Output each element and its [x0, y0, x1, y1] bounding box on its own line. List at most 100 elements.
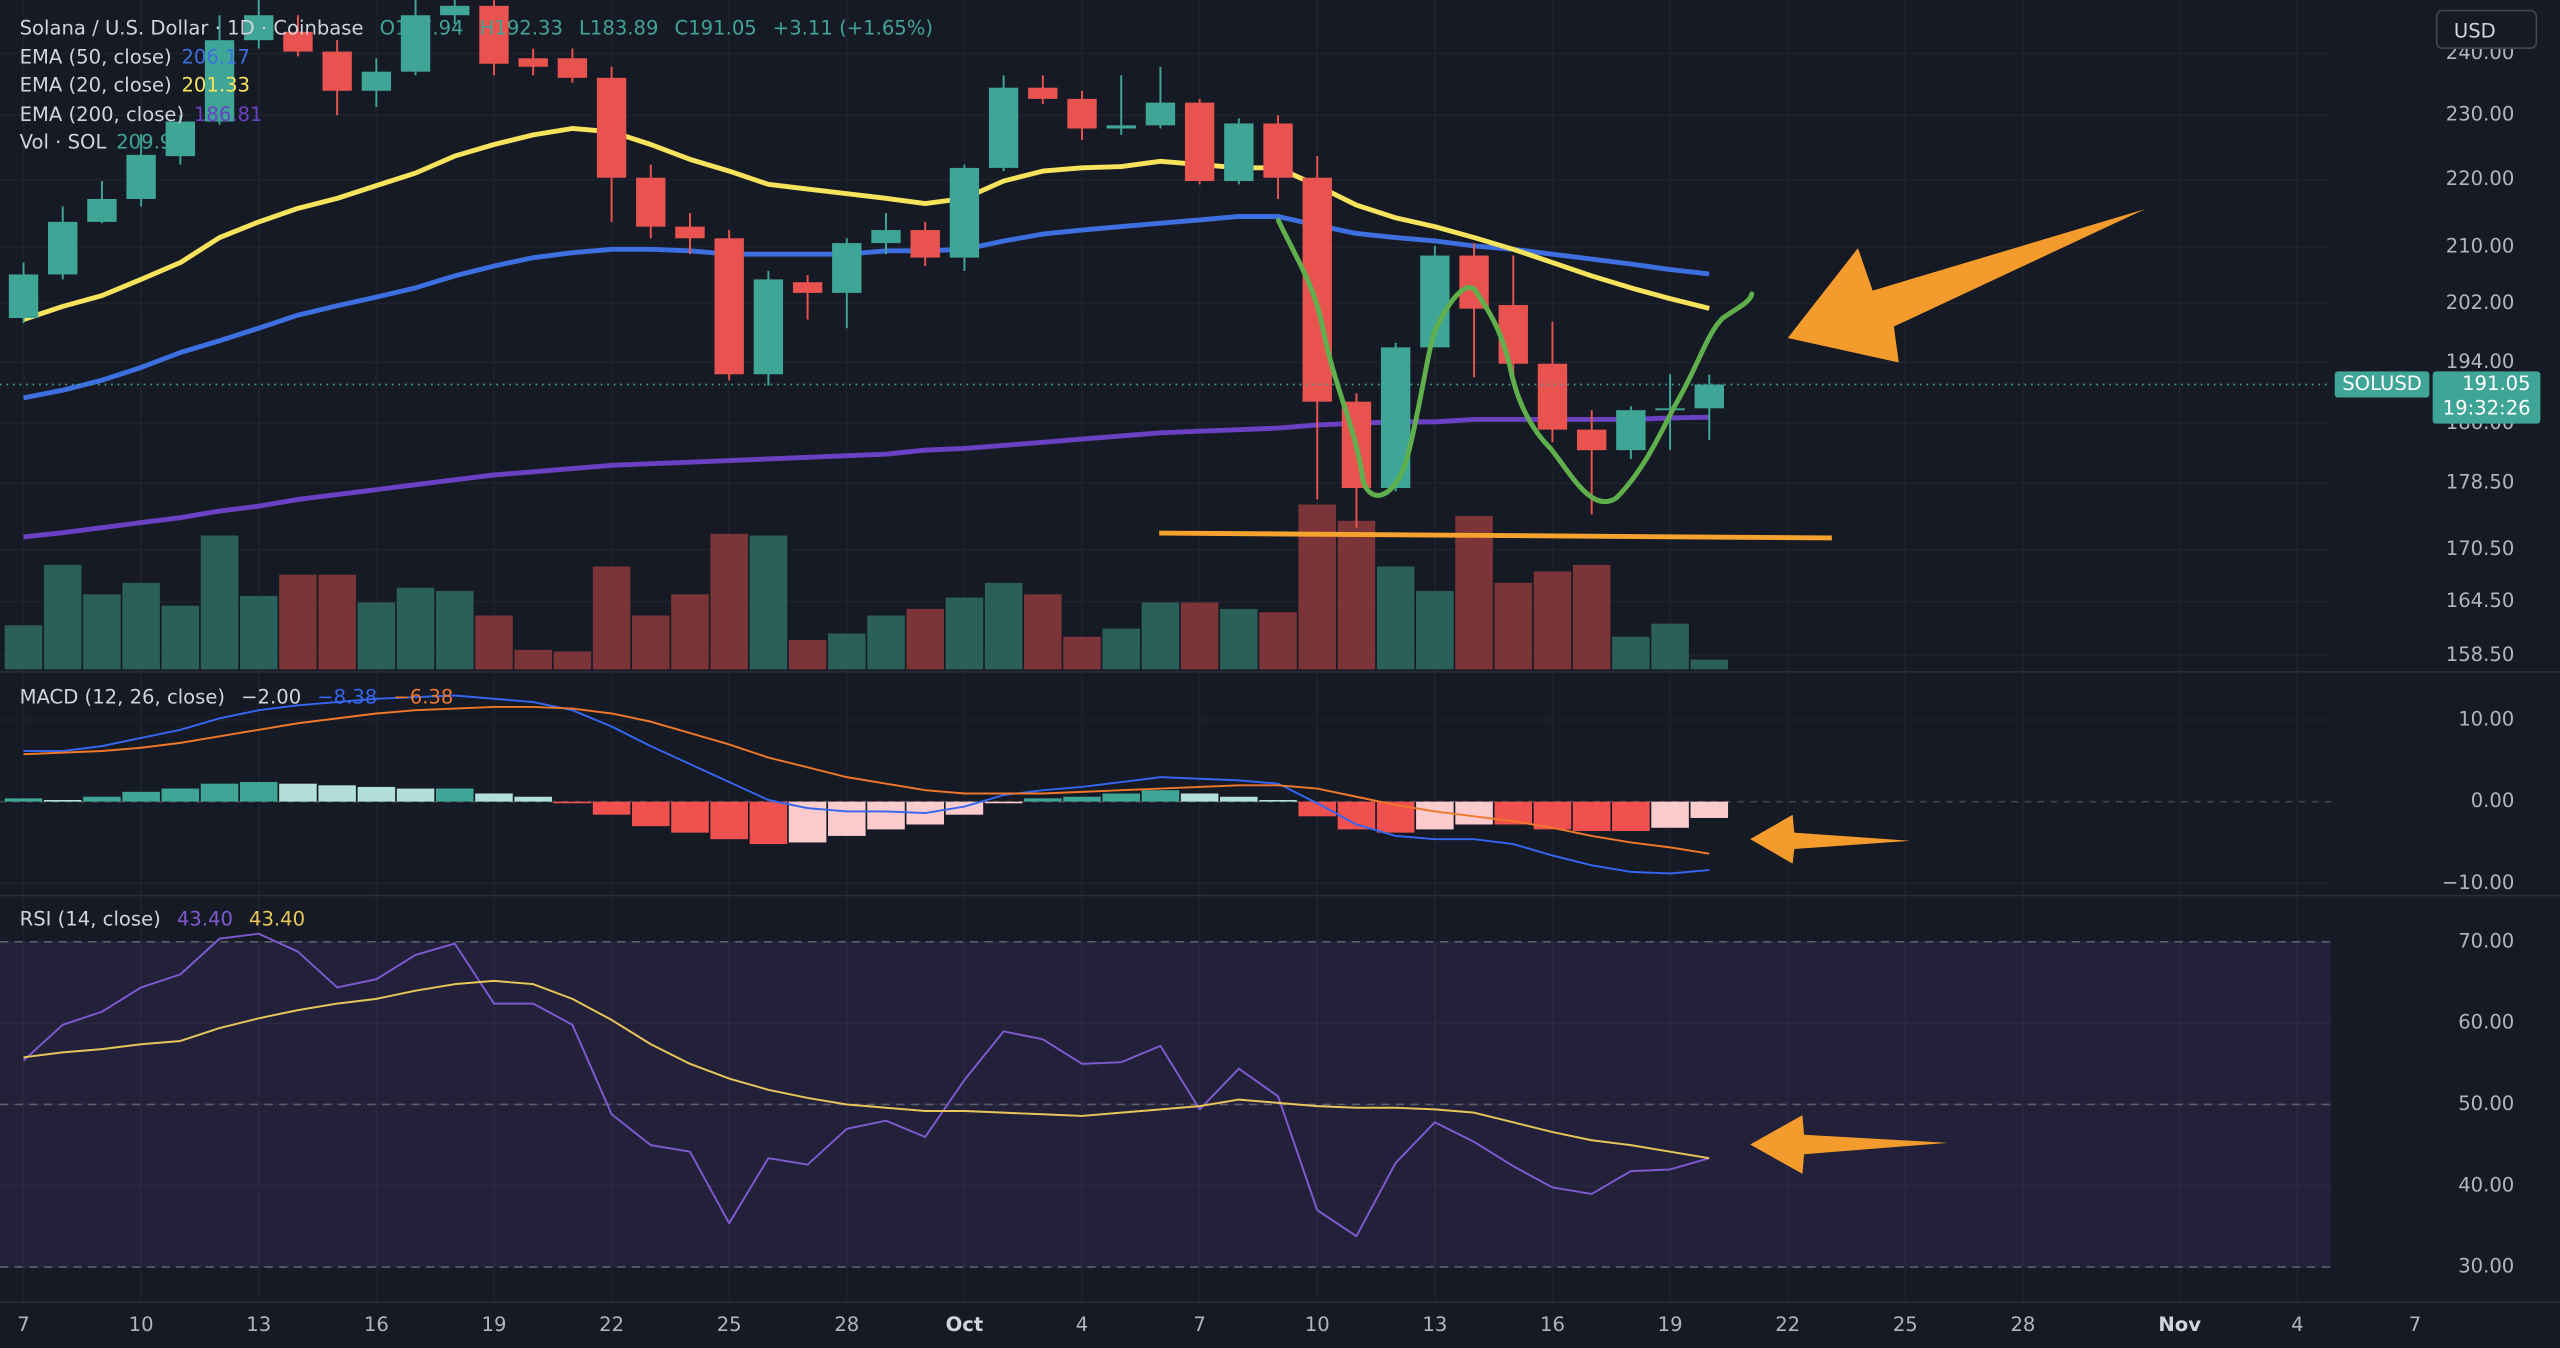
legend-row: Solana / U.S. Dollar · 1D · Coinbase O18…: [20, 15, 943, 44]
volume-bar: [318, 574, 356, 670]
price-tag-countdown: 19:32:26: [2443, 396, 2531, 419]
x-tick-label: Oct: [946, 1313, 984, 1336]
legend-row: Vol · SOL 209.9: [20, 129, 943, 158]
y-tick-label: 158.50: [2446, 643, 2515, 666]
volume-bar: [514, 649, 552, 670]
candle-body: [832, 243, 862, 293]
y-tick-label: 40.00: [2458, 1173, 2514, 1196]
volume-bar: [1259, 612, 1297, 670]
currency-button[interactable]: USD: [2435, 9, 2538, 49]
candle-body: [1302, 177, 1332, 402]
volume-bar: [1651, 623, 1689, 670]
y-tick-label: 0.00: [2471, 789, 2515, 812]
line-series: [22, 126, 1710, 322]
symbol-title: Solana / U.S. Dollar · 1D · Coinbase: [19, 16, 364, 40]
ohlc-change: +3.11 (+1.65%): [772, 16, 934, 40]
candle-body: [1537, 363, 1568, 430]
macd-legend: MACD (12, 26, close) −2.00 −8.38 −6.38: [20, 684, 464, 713]
user-drawings: [1159, 208, 2146, 1174]
candle-body: [988, 87, 1019, 168]
legend-value: −6.38: [393, 685, 454, 709]
x-tick-label: 22: [1775, 1313, 1800, 1336]
candle-body: [1498, 305, 1528, 364]
candle-body: [1106, 125, 1136, 129]
volume-bar: [592, 566, 631, 670]
candle-body: [557, 58, 588, 78]
candle-body: [440, 5, 470, 16]
histogram-bar: [1102, 793, 1141, 802]
x-tick-label: 16: [364, 1313, 389, 1336]
volume-bar: [83, 594, 121, 670]
candle-body: [596, 77, 627, 178]
legend-value: 186.81: [193, 102, 263, 125]
volume-bar: [4, 625, 43, 670]
volume-bar: [357, 602, 396, 670]
histogram-bar: [1298, 801, 1337, 817]
legend-value: 43.40: [176, 907, 233, 931]
histogram-bar: [4, 798, 43, 802]
candle-body: [48, 221, 78, 275]
candle-body: [1028, 87, 1058, 99]
x-tick-label: 19: [1658, 1313, 1683, 1336]
volume-bar: [1298, 504, 1337, 670]
histogram-bar: [396, 788, 435, 802]
volume-bar: [1220, 608, 1258, 670]
volume-bar: [161, 605, 200, 670]
y-tick-label: 220.00: [2446, 167, 2515, 190]
histogram-bar: [592, 801, 631, 815]
candle-body: [1576, 429, 1607, 451]
x-tick-label: 10: [1305, 1313, 1330, 1336]
histogram-bar: [1651, 801, 1689, 828]
histogram-bar: [83, 796, 121, 802]
candle-body: [518, 58, 548, 67]
legend-value: 43.40: [248, 907, 306, 931]
volume-bar: [1180, 602, 1219, 670]
volume-bar: [1416, 591, 1454, 670]
legend-row: EMA (50, close) 206.17: [20, 43, 943, 72]
y-tick-label: 164.50: [2446, 589, 2515, 612]
candle-body: [1224, 123, 1254, 182]
histogram-bar: [122, 791, 160, 802]
volume-bar: [396, 587, 435, 670]
histogram-bar: [1612, 801, 1650, 832]
volume-bar: [945, 597, 984, 670]
histogram-bar: [749, 801, 788, 845]
line-series: [22, 932, 1710, 1238]
legend-row: EMA (20, close) 201.33: [20, 72, 943, 101]
y-tick-label: 170.50: [2446, 537, 2515, 560]
legend-name: Vol · SOL: [19, 130, 107, 154]
volume-bar: [475, 615, 513, 670]
histogram-bar: [1455, 801, 1493, 825]
legend-row: EMA (200, close) 186.81: [20, 100, 943, 129]
legend-name: EMA (50, close): [19, 44, 172, 68]
histogram-bar: [1572, 801, 1611, 832]
volume-bar: [788, 640, 827, 670]
candle-body: [792, 282, 823, 293]
candle-body: [244, 15, 274, 41]
candle-body: [87, 198, 117, 222]
histogram-bar: [671, 801, 709, 833]
volume-bar: [671, 594, 709, 670]
price-legend: Solana / U.S. Dollar · 1D · Coinbase O18…: [20, 15, 943, 158]
y-tick-label: 202.00: [2446, 291, 2515, 314]
volume-bar: [1455, 515, 1493, 670]
rsi-legend: RSI (14, close) 43.40 43.40: [20, 906, 315, 935]
x-tick-label: 10: [129, 1313, 154, 1336]
freehand-curve: [1275, 217, 1755, 505]
ohlc-open: O187.94: [379, 16, 464, 40]
x-tick-label: 7: [2409, 1313, 2421, 1336]
legend-value: −8.38: [317, 685, 378, 709]
volume-bar: [1337, 520, 1376, 670]
volume-bar: [984, 582, 1023, 670]
x-tick-label: 28: [2010, 1313, 2035, 1336]
candle-body: [1694, 384, 1724, 409]
line-series: [23, 979, 1710, 1160]
x-tick-label: 25: [717, 1313, 742, 1336]
histogram-bar: [1259, 799, 1297, 802]
candle-body: [910, 230, 940, 258]
volume-bar: [553, 651, 592, 670]
y-tick-label: 178.50: [2446, 471, 2515, 494]
histogram-bar: [43, 799, 82, 802]
volume-bar: [1690, 659, 1729, 670]
